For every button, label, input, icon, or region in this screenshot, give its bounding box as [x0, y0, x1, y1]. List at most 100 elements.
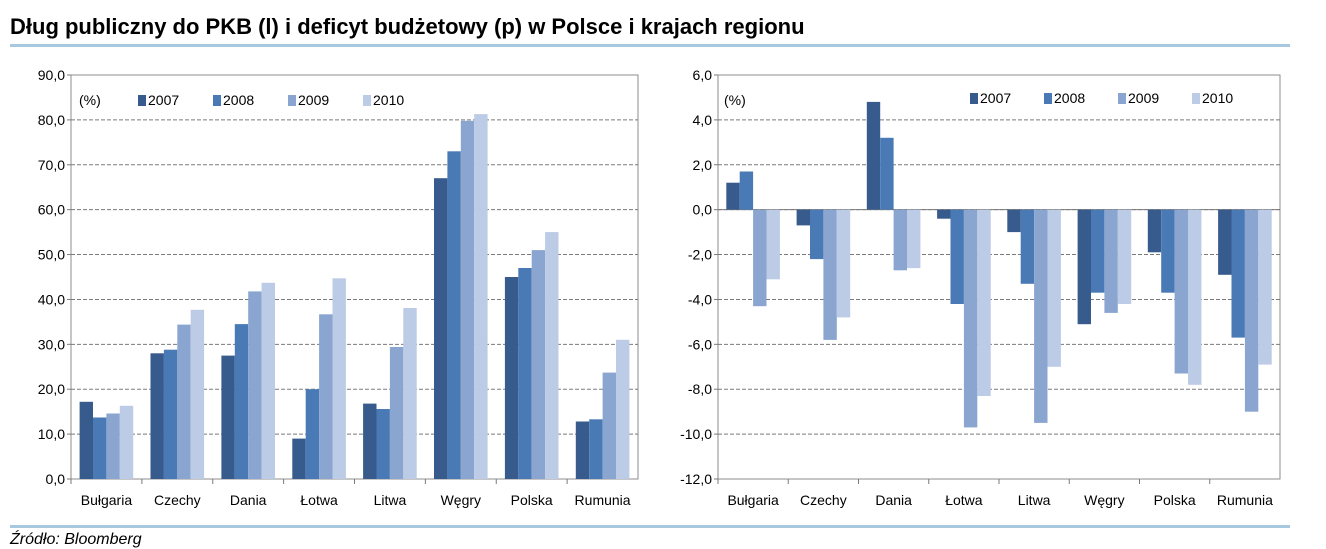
deficit-bar-litwa-2007: [1007, 209, 1021, 233]
x-tick-label-wegry: Węgry: [1084, 492, 1124, 508]
deficit-bar-dania-2010: [907, 209, 921, 269]
legend-label-2009: 2009: [1128, 90, 1159, 106]
debt-bar-polska-2007: [504, 277, 519, 479]
y-tick-label: 70,0: [38, 157, 65, 173]
y-tick-label: -10,0: [680, 426, 712, 442]
legend-label-2009: 2009: [298, 92, 329, 108]
deficit-bar-rumunia-2010: [1258, 209, 1272, 365]
debt-bar-litwa-2008: [376, 409, 390, 479]
deficit-bar-polska-2010: [1188, 209, 1202, 385]
legend-swatch-2008: [1044, 93, 1052, 104]
x-tick-label-rumunia: Rumunia: [1217, 492, 1273, 508]
deficit-bar-czechy-2010: [836, 209, 851, 318]
deficit-bar-bulgaria-2008: [739, 171, 754, 210]
deficit-bar-rumunia-2008: [1231, 209, 1245, 338]
debt-bar-lotwa-2009: [319, 314, 333, 479]
legend-label-2010: 2010: [1202, 90, 1233, 106]
debt-bar-wegry-2007: [434, 178, 448, 479]
debt-bar-czechy-2007: [150, 353, 164, 479]
deficit-bar-dania-2008: [880, 137, 894, 210]
debt-bar-rumunia-2008: [589, 419, 603, 479]
deficit-bar-polska-2009: [1174, 209, 1188, 374]
source-divider: [10, 525, 1290, 528]
x-tick-label-polska: Polska: [1154, 492, 1196, 508]
deficit-bar-czechy-2008: [810, 209, 824, 260]
y-tick-label: 0,0: [46, 471, 66, 487]
unit-label: (%): [79, 92, 101, 108]
x-tick-label-bulgaria: Bułgaria: [727, 492, 779, 508]
deficit-bar-bulgaria-2007: [726, 182, 740, 210]
x-tick-label-czechy: Czechy: [800, 492, 847, 508]
legend-label-2010: 2010: [373, 92, 404, 108]
x-tick-label-dania: Dania: [230, 492, 267, 508]
debt-bar-polska-2010: [545, 232, 559, 479]
legend-label-2007: 2007: [980, 90, 1011, 106]
deficit-bar-rumunia-2009: [1244, 209, 1259, 412]
debt-bar-bulgaria-2007: [79, 401, 93, 479]
debt-bar-czechy-2009: [177, 324, 191, 479]
x-tick-label-litwa: Litwa: [374, 492, 407, 508]
y-tick-label: -2,0: [688, 247, 712, 263]
y-tick-label: 30,0: [38, 336, 65, 352]
legend-swatch-2007: [138, 95, 146, 106]
deficit-bar-lotwa-2007: [937, 209, 951, 219]
deficit-bar-litwa-2008: [1020, 209, 1035, 284]
debt-bar-bulgaria-2009: [106, 413, 120, 479]
y-tick-label: -12,0: [680, 471, 712, 487]
deficit-bar-litwa-2010: [1047, 209, 1061, 367]
x-tick-label-dania: Dania: [875, 492, 912, 508]
deficit-bar-wegry-2009: [1104, 209, 1118, 313]
deficit-bar-lotwa-2009: [963, 209, 978, 428]
debt-bar-wegry-2010: [474, 114, 488, 479]
debt-bar-rumunia-2010: [616, 339, 630, 479]
deficit-bar-dania-2009: [893, 209, 907, 271]
debt-bar-litwa-2010: [403, 308, 417, 479]
deficit-bar-czechy-2007: [796, 209, 810, 226]
y-tick-label: 6,0: [693, 67, 713, 83]
debt-bar-bulgaria-2008: [93, 417, 107, 479]
debt-bar-czechy-2008: [163, 349, 178, 479]
x-tick-label-lotwa: Łotwa: [300, 492, 338, 508]
deficit-bar-wegry-2007: [1077, 209, 1091, 325]
y-tick-label: 40,0: [38, 291, 65, 307]
y-tick-label: -6,0: [688, 336, 712, 352]
legend-swatch-2009: [288, 95, 296, 106]
x-tick-label-wegry: Węgry: [441, 492, 481, 508]
unit-label: (%): [724, 92, 746, 108]
debt-bar-litwa-2007: [363, 403, 377, 479]
debt-bar-wegry-2009: [460, 120, 475, 480]
debt-bar-bulgaria-2010: [119, 405, 134, 479]
y-tick-label: 0,0: [693, 202, 713, 218]
legend-label-2008: 2008: [1054, 90, 1085, 106]
title-divider: [10, 44, 1290, 47]
debt-bar-wegry-2008: [447, 151, 461, 480]
deficit-bar-bulgaria-2009: [753, 209, 767, 307]
deficit-bar-rumunia-2007: [1218, 209, 1232, 275]
deficit-bar-wegry-2008: [1091, 209, 1105, 293]
legend-swatch-2009: [1118, 93, 1126, 104]
x-tick-label-polska: Polska: [511, 492, 553, 508]
deficit-bar-litwa-2009: [1034, 209, 1048, 423]
x-tick-label-bulgaria: Bułgaria: [81, 492, 133, 508]
y-tick-label: 80,0: [38, 112, 65, 128]
x-tick-label-litwa: Litwa: [1018, 492, 1051, 508]
legend-label-2007: 2007: [148, 92, 179, 108]
x-tick-label-rumunia: Rumunia: [575, 492, 631, 508]
debt-bar-polska-2008: [518, 268, 532, 479]
y-tick-label: -4,0: [688, 291, 712, 307]
deficit-bar-wegry-2010: [1117, 209, 1132, 304]
deficit-bar-polska-2007: [1147, 209, 1162, 253]
deficit-bar-lotwa-2008: [950, 209, 964, 304]
y-tick-label: 2,0: [693, 157, 713, 173]
debt-bar-dania-2009: [248, 291, 262, 479]
y-tick-label: 90,0: [38, 67, 65, 83]
legend-swatch-2008: [213, 95, 221, 106]
debt-bar-czechy-2010: [190, 309, 205, 479]
debt-bar-dania-2007: [221, 355, 235, 479]
y-tick-label: -8,0: [688, 381, 712, 397]
deficit-chart: -12,0 -10,0 -8,0 -6,0 -4,0 -2,0 0,0 2,0 4,0 6,0 Bu…: [680, 67, 1281, 508]
y-tick-label: 20,0: [38, 381, 65, 397]
deficit-bar-bulgaria-2010: [766, 209, 780, 280]
deficit-bar-lotwa-2010: [977, 209, 991, 396]
deficit-bar-czechy-2009: [823, 209, 837, 340]
